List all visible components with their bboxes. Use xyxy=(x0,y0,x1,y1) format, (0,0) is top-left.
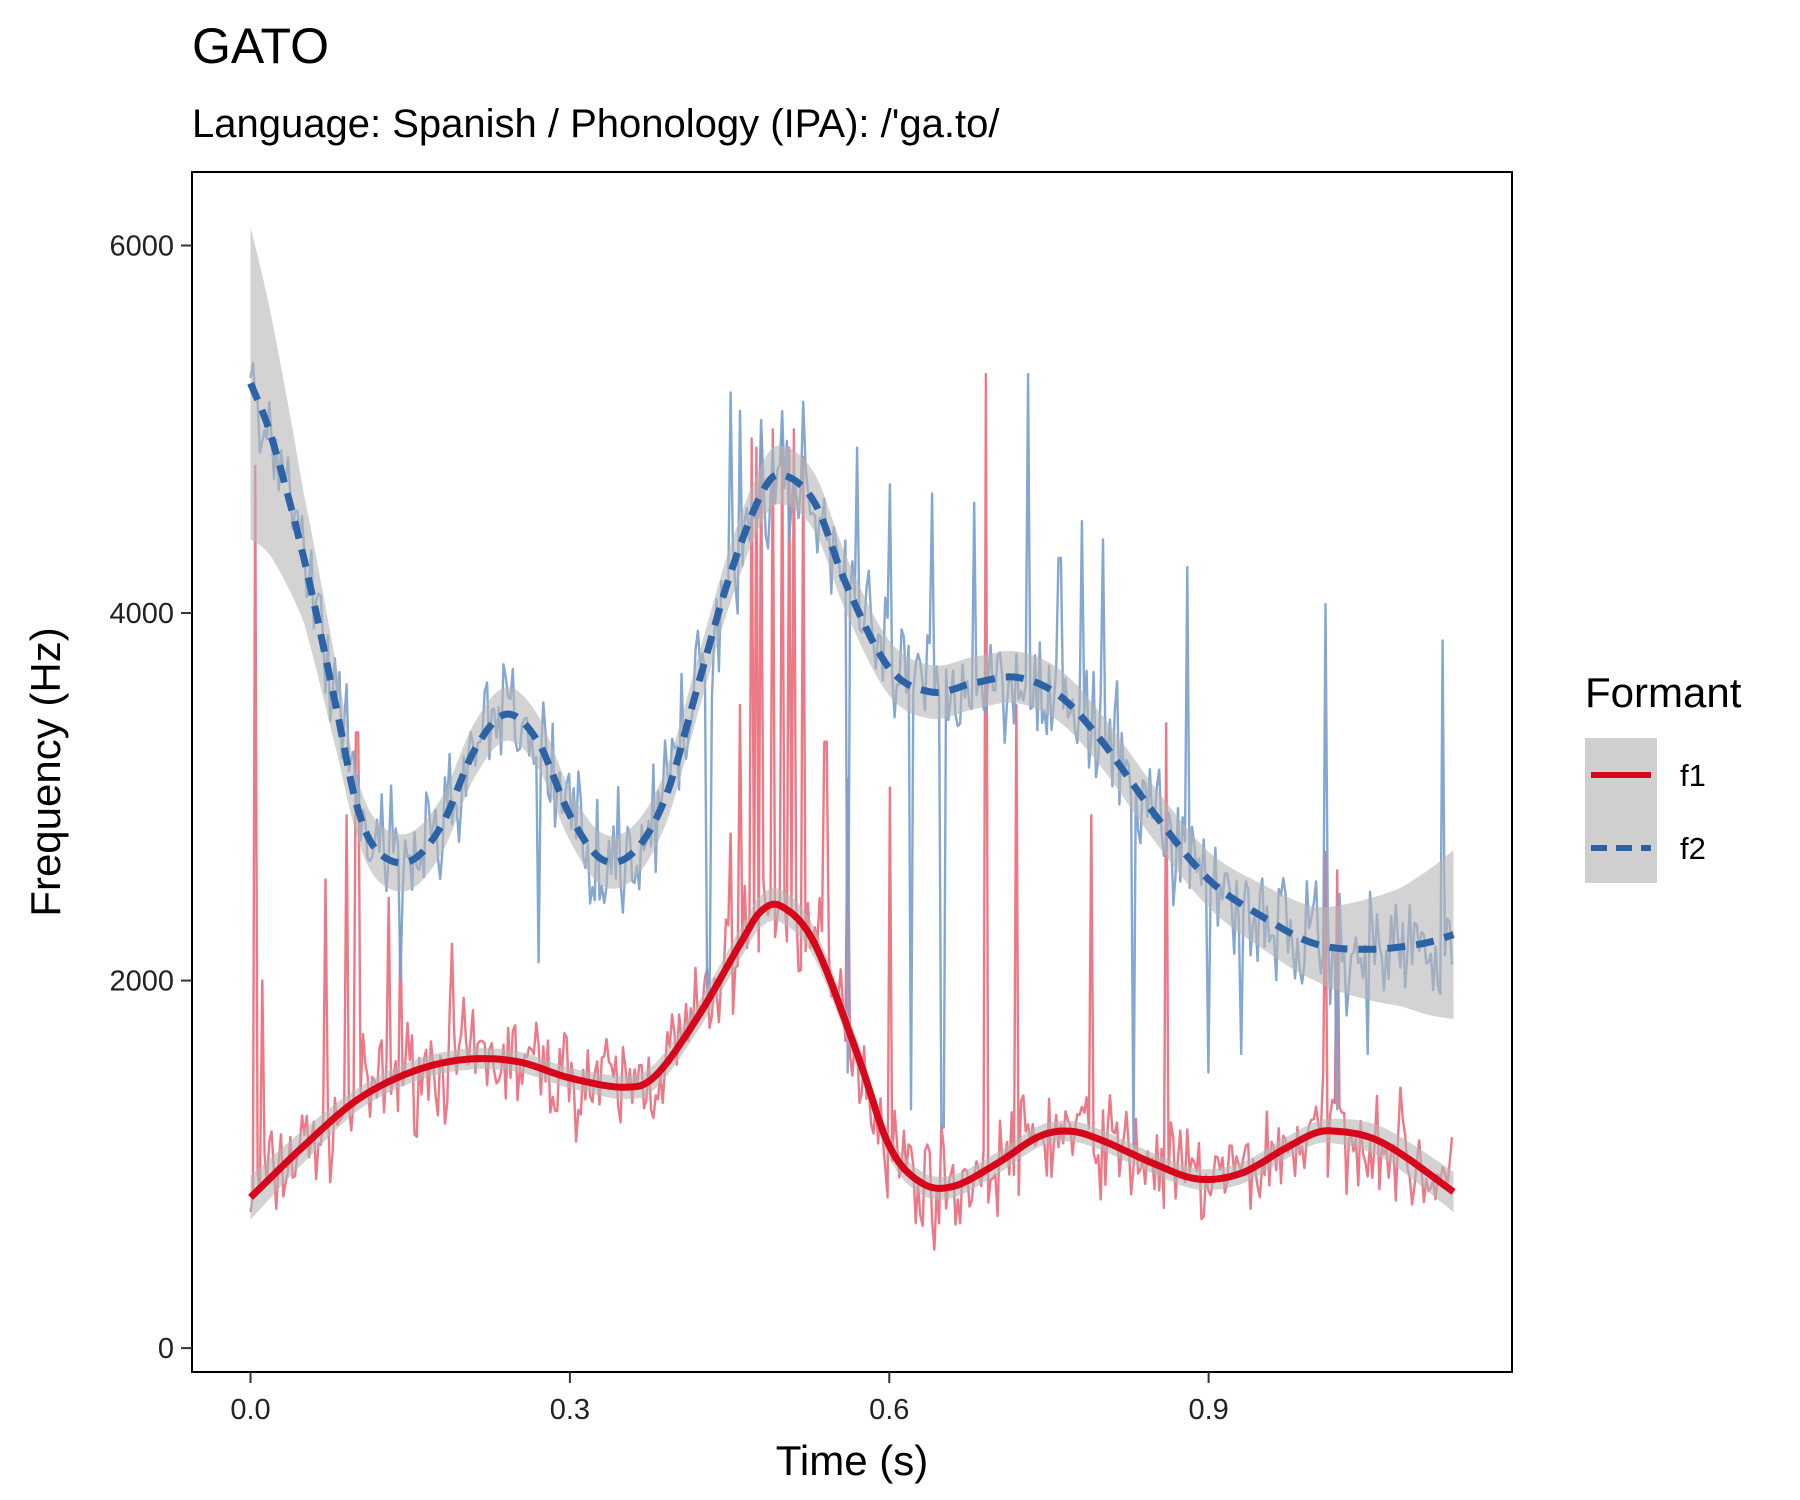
x-tick-label: 0.0 xyxy=(230,1394,270,1426)
legend-title: Formant xyxy=(1585,669,1742,716)
legend-key-background xyxy=(1585,738,1657,883)
x-tick-label: 0.6 xyxy=(869,1394,909,1426)
legend-label-f2: f2 xyxy=(1680,831,1706,866)
f1-smooth-line xyxy=(248,900,1456,1200)
y-axis-title: Frequency (Hz) xyxy=(22,627,69,916)
f1-confidence-band xyxy=(250,888,1454,1220)
f2-confidence-band xyxy=(250,227,1454,1020)
x-tick-label: 0.9 xyxy=(1188,1394,1228,1426)
y-tick-label: 6000 xyxy=(109,231,174,263)
y-tick-label: 2000 xyxy=(109,966,174,998)
f1-raw-trace xyxy=(249,372,1454,1251)
y-tick-label: 4000 xyxy=(109,598,174,630)
y-axis: 0 2000 4000 6000 xyxy=(109,231,192,1365)
legend: Formant f1 f2 xyxy=(1585,669,1742,883)
x-tick-label: 0.3 xyxy=(550,1394,590,1426)
chart-subtitle: Language: Spanish / Phonology (IPA): /'g… xyxy=(192,102,1000,146)
chart-title: GATO xyxy=(192,18,329,74)
x-axis: 0.0 0.3 0.6 0.9 xyxy=(230,1372,1229,1426)
f2-smooth-line xyxy=(247,381,1456,953)
plot-panel-border xyxy=(191,171,1513,1373)
x-axis-title: Time (s) xyxy=(776,1437,928,1484)
plot-area xyxy=(247,227,1456,1251)
legend-label-f1: f1 xyxy=(1680,758,1706,793)
y-tick-label: 0 xyxy=(158,1333,174,1365)
